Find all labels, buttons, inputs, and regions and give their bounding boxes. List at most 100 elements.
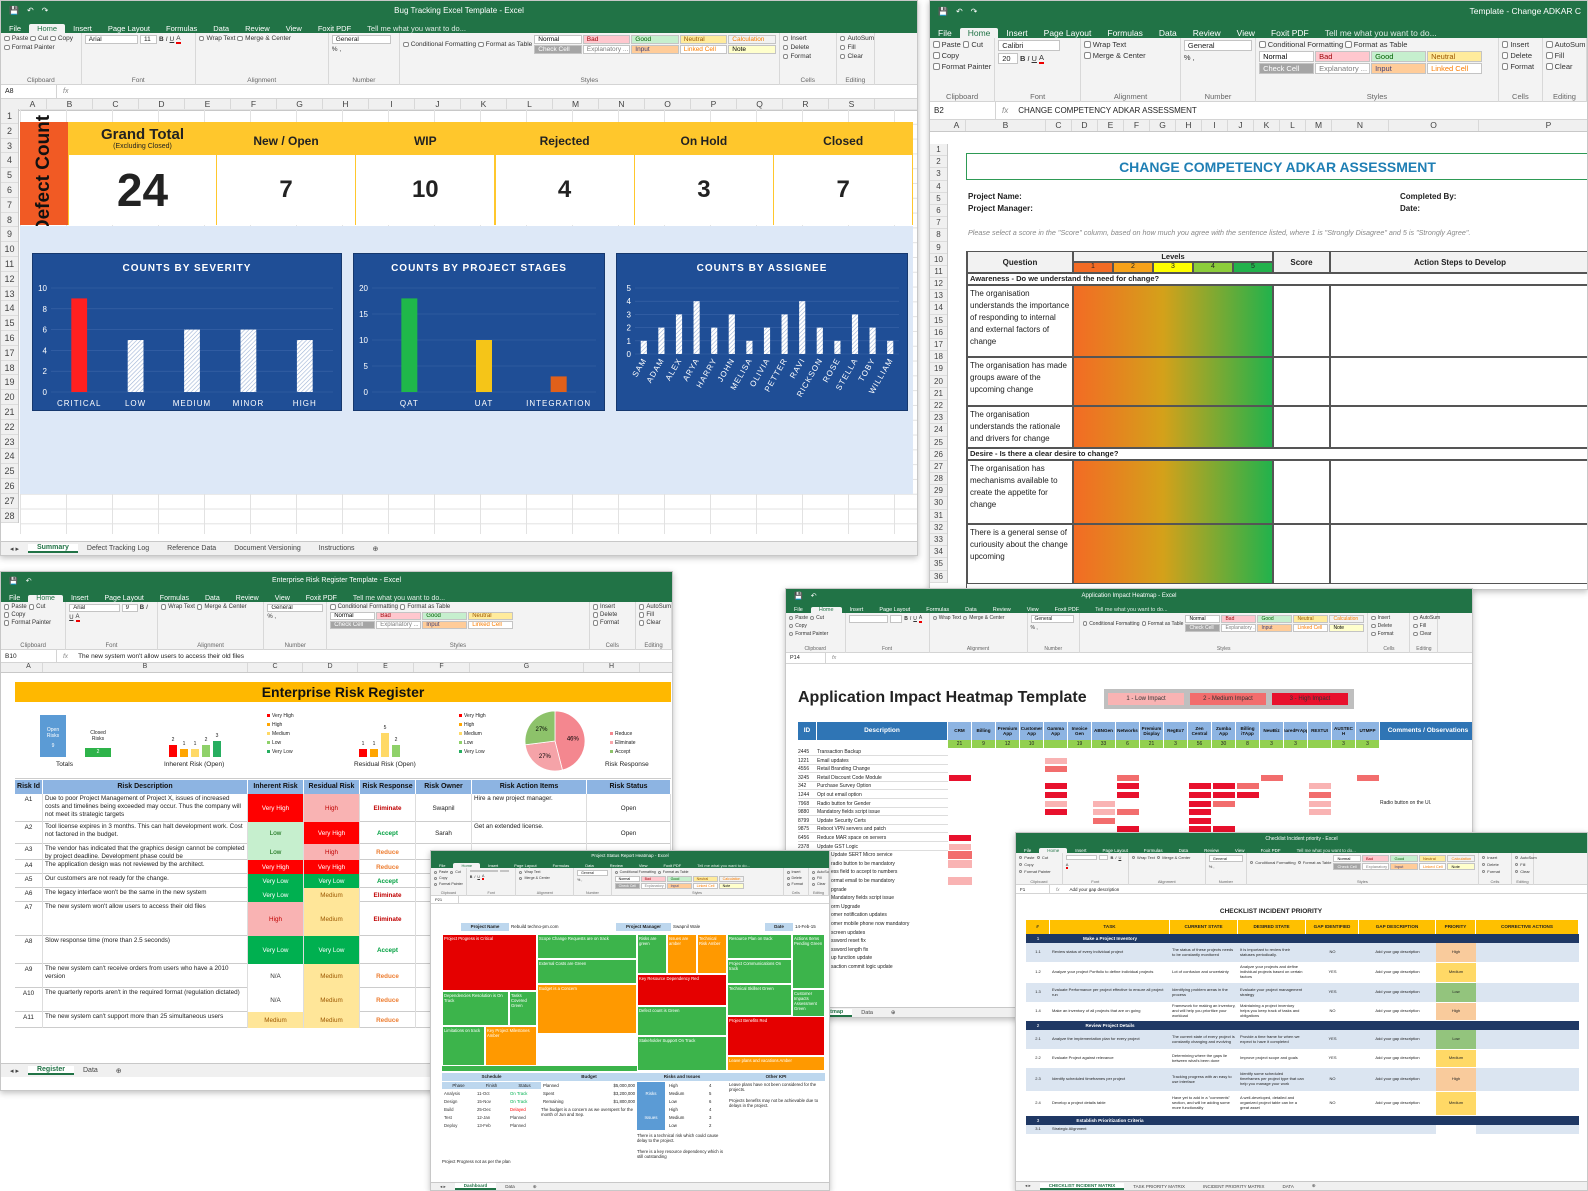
row-header[interactable]: 11: [930, 266, 947, 279]
row-header[interactable]: 7: [930, 217, 947, 230]
cell-residual-risk[interactable]: Very Low: [304, 874, 360, 888]
tab-foxit-pdf[interactable]: Foxit PDF: [1260, 848, 1281, 853]
cut-button[interactable]: Cut: [450, 870, 461, 874]
row-header[interactable]: 19: [930, 363, 947, 376]
style-input[interactable]: Input: [631, 45, 679, 54]
cell-residual-risk[interactable]: Medium: [304, 988, 360, 1012]
name-box[interactable]: A8: [1, 85, 57, 98]
row-header[interactable]: 14: [1, 301, 18, 317]
number-format-select[interactable]: General: [267, 604, 324, 612]
column-header[interactable]: A: [19, 99, 47, 110]
tab-formulas[interactable]: Formulas: [552, 863, 570, 868]
paste-button[interactable]: Paste: [434, 870, 448, 874]
heatmap-col-zumba-app[interactable]: Zumba App: [1212, 722, 1236, 740]
row-header[interactable]: 30: [930, 497, 947, 510]
percent-icon[interactable]: % ,: [1030, 625, 1038, 631]
heatmap-col-utmpp[interactable]: UTMPP: [1356, 722, 1380, 740]
style-neutral[interactable]: Neutral: [468, 612, 514, 620]
impact-cell[interactable]: [948, 773, 972, 782]
impact-cell[interactable]: [1188, 808, 1212, 817]
insert-button[interactable]: Insert: [592, 604, 615, 610]
fill-button[interactable]: Fill: [839, 44, 856, 51]
row-header[interactable]: 7: [1, 198, 18, 213]
heatmap-col-comments-observations[interactable]: Comments / Observations: [1380, 722, 1472, 740]
style-neutral[interactable]: Neutral: [692, 876, 718, 882]
cell-risk-id[interactable]: A9: [15, 964, 43, 988]
paste-button[interactable]: Paste: [4, 604, 27, 610]
checklist-cell-n[interactable]: 1.2: [1026, 963, 1050, 983]
column-header-risk-description[interactable]: Risk Description: [43, 780, 248, 794]
cell-risk-response[interactable]: Reduce: [360, 964, 416, 988]
row-header[interactable]: 23: [930, 412, 947, 425]
insert-button[interactable]: Insert: [782, 35, 807, 42]
add-sheet-icon[interactable]: ⊕: [1311, 1183, 1316, 1188]
cell-inherent-risk[interactable]: High: [248, 902, 304, 936]
tab-insert[interactable]: Insert: [849, 607, 864, 613]
impact-cell[interactable]: [1116, 791, 1140, 799]
tab-foxit-pdf[interactable]: Foxit PDF: [317, 24, 352, 33]
cell-risk-description[interactable]: The new system can't receive orders from…: [43, 964, 248, 988]
style-neutral[interactable]: Neutral: [1427, 51, 1483, 62]
tab-home[interactable]: Home: [29, 24, 66, 33]
percent-icon[interactable]: % ,: [331, 46, 342, 53]
checklist-cell-pri[interactable]: Medium: [1436, 963, 1476, 983]
checklist-cell-pri[interactable]: Medium: [1436, 1092, 1476, 1116]
column-header[interactable]: O: [1389, 120, 1479, 131]
style-explanatory[interactable]: Explanatory ...: [640, 883, 666, 889]
style-normal[interactable]: Normal: [1185, 615, 1221, 623]
bar-stella[interactable]: [851, 314, 859, 354]
impact-cell[interactable]: [1308, 799, 1332, 808]
tab-data[interactable]: Data: [585, 863, 594, 868]
heatmap-col-newbiz[interactable]: NewBiz: [1260, 722, 1284, 740]
checklist-cell-cur[interactable]: The status of these projects needs to be…: [1170, 943, 1238, 963]
column-header[interactable]: L: [507, 99, 553, 110]
font-name-select[interactable]: Arial: [69, 604, 120, 612]
checklist-cell-gap[interactable]: NO: [1306, 1003, 1359, 1021]
row-header[interactable]: 1: [930, 144, 947, 157]
merge-center-button[interactable]: Merge & Center: [519, 876, 550, 880]
status-heat-cell[interactable]: Technical Risk Amber: [697, 934, 727, 974]
column-header[interactable]: Q: [737, 99, 783, 110]
number-format-select[interactable]: General: [1183, 40, 1253, 51]
impact-cell[interactable]: [1092, 816, 1116, 825]
tab-file[interactable]: File: [9, 595, 21, 602]
checklist-col-desired-state[interactable]: DESIRED STATE: [1238, 920, 1306, 934]
tab-foxit-pdf[interactable]: Foxit PDF: [663, 863, 682, 868]
format-painter-button[interactable]: Format Painter: [4, 620, 51, 626]
column-header[interactable]: S: [829, 99, 875, 110]
checklist-cell-task[interactable]: Strategic Alignment: [1050, 1125, 1170, 1135]
style-calculation[interactable]: Calculation: [1447, 855, 1475, 862]
bold-button[interactable]: B: [159, 36, 164, 43]
tab-review[interactable]: Review: [1192, 28, 1221, 38]
bar-rose[interactable]: [834, 340, 841, 354]
add-sheet-icon[interactable]: ⊕: [532, 1183, 537, 1189]
heatmap-col-invoice-gen[interactable]: Invoice Gen: [1068, 722, 1092, 740]
checklist-cell-task[interactable]: Analyze the implementation plan for ever…: [1050, 1030, 1170, 1050]
row-header[interactable]: 28: [930, 473, 947, 486]
format-button[interactable]: Format: [786, 882, 803, 886]
checklist-cell-des[interactable]: Maintaining a project inventory helps yo…: [1238, 1003, 1306, 1021]
font-name-select[interactable]: Arial: [84, 35, 138, 44]
fill-button[interactable]: Fill: [1514, 862, 1525, 867]
impact-cell[interactable]: [1044, 748, 1068, 756]
cut-button[interactable]: Cut: [28, 604, 45, 610]
font-name-select[interactable]: [848, 615, 888, 623]
column-header[interactable]: O: [645, 99, 691, 110]
row-header[interactable]: 20: [1, 390, 18, 405]
column-header-inherent-risk[interactable]: Inherent Risk: [248, 780, 304, 794]
row-header[interactable]: 12: [930, 278, 947, 291]
tab-data[interactable]: Data: [1178, 848, 1189, 853]
wrap-text-button[interactable]: Wrap Text: [932, 615, 961, 621]
column-header[interactable]: P: [691, 99, 737, 110]
checklist-cell-gap[interactable]: YES: [1306, 1030, 1359, 1050]
impact-cell[interactable]: [1044, 791, 1068, 799]
percent-icon[interactable]: % ,: [267, 614, 277, 620]
tab-foxit-pdf[interactable]: Foxit PDF: [305, 595, 337, 602]
score-cell[interactable]: [1273, 285, 1330, 357]
font-name-select[interactable]: [469, 870, 498, 872]
tab-view[interactable]: View: [638, 863, 648, 868]
sheet-tab-reference-data[interactable]: Reference Data: [167, 545, 217, 552]
style-explanatory[interactable]: Explanatory ...: [1315, 63, 1371, 74]
row-header[interactable]: 6: [1, 183, 18, 198]
bar-melisa[interactable]: [746, 340, 753, 354]
